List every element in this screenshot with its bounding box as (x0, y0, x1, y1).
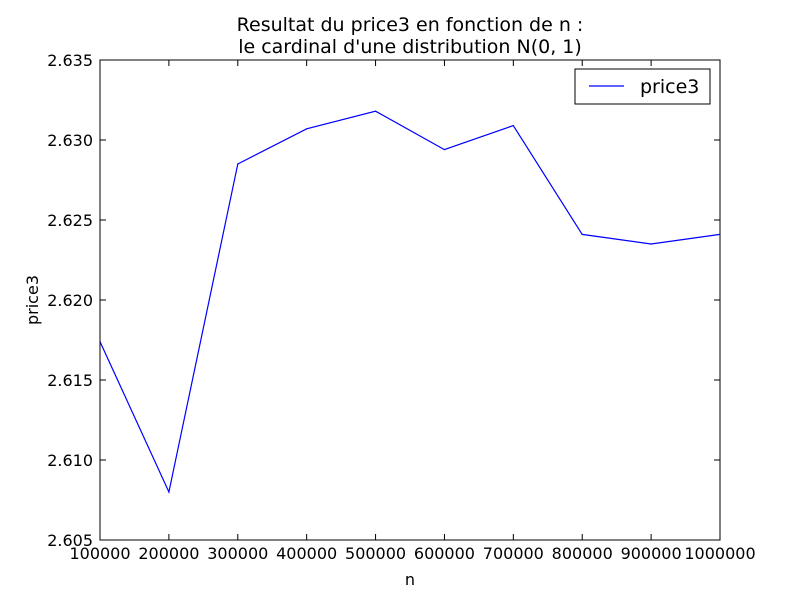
x-axis-label: n (405, 570, 415, 589)
data-point (168, 491, 170, 493)
x-tick-label: 900000 (621, 544, 682, 563)
plot-area-frame (99, 59, 721, 541)
data-point (650, 243, 652, 245)
x-tick-label: 400000 (276, 544, 337, 563)
y-tick-label: 2.605 (47, 531, 93, 550)
x-tick-label: 800000 (552, 544, 613, 563)
x-tick-label: 100000 (69, 544, 130, 563)
data-point (443, 149, 446, 151)
y-tick-label: 2.610 (47, 451, 93, 470)
x-tick-label: 300000 (207, 544, 268, 563)
x-tick-label: 600000 (414, 544, 475, 563)
y-tick-label: 2.635 (47, 51, 93, 70)
y-tick-label: 2.615 (47, 371, 93, 390)
x-tick-label: 1000000 (684, 544, 755, 563)
data-point (237, 163, 239, 165)
data-point (306, 128, 308, 130)
x-tick-label: 700000 (483, 544, 544, 563)
data-point (374, 110, 377, 112)
x-tick-label: 200000 (138, 544, 199, 563)
y-tick-label: 2.630 (47, 131, 93, 150)
chart-title-line-2: le cardinal d'une distribution N(0, 1) (238, 36, 582, 58)
data-point (581, 233, 583, 235)
y-axis-label: price3 (23, 275, 42, 325)
axis-ticks: 100000 200000 300000 400000 500000 600000 7000… (47, 51, 755, 563)
series-line-price3 (99, 110, 721, 494)
data-point (512, 125, 514, 127)
series-layer (99, 110, 721, 494)
legend-label-price3: price3 (640, 76, 699, 98)
y-tick-label: 2.620 (47, 291, 93, 310)
x-tick-label: 500000 (345, 544, 406, 563)
y-tick-label: 2.625 (47, 211, 93, 230)
legend: price3 (574, 68, 711, 105)
chart-title-line-1: Resultat du price3 en fonction de n : (237, 14, 584, 36)
